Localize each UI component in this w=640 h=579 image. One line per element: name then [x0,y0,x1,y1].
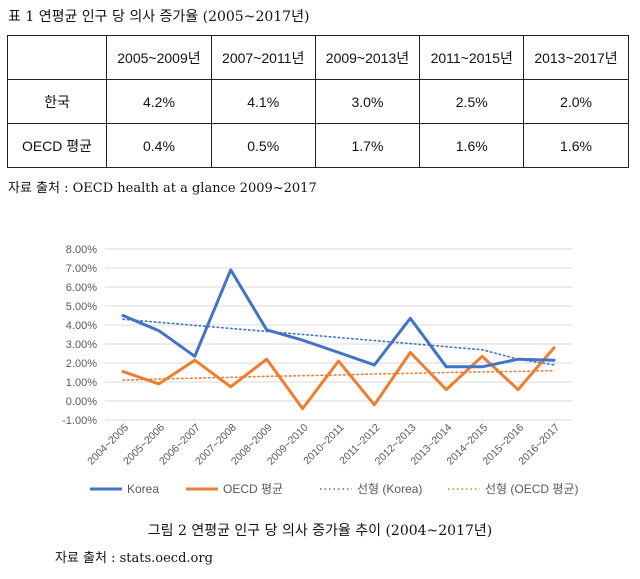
series-line-2 [122,318,555,366]
table-header-cell: 2005~2009년 [106,35,212,80]
table-source: 자료 출처 : OECD health at a glance 2009~201… [8,181,317,196]
growth-line-chart: 8.00% 7.00% 6.00% 5.00% 4.00% 3.00% 2.00% 1.00%… [62,244,579,496]
table-cell: 1.6% [523,123,629,168]
figure-caption: 그림 2 연평균 인구 당 의사 증가율 추이 (2004~2017년) [147,523,493,539]
table-row: OECD 평균 0.4% 0.5% 1.7% 1.6% 1.6% [7,123,629,168]
legend-label: 선형 (Korea) [357,482,422,496]
series-line-1 [121,346,556,411]
table-header-cell: 2011~2015년 [419,35,525,80]
y-tick-label: 4.00% [66,320,97,332]
table-header-cell: 2013~2017년 [523,35,629,80]
growth-rate-table: 2005~2009년 2007~2011년 2009~2013년 2011~20… [7,35,629,168]
table-cell: 2.0% [523,79,629,124]
y-tick-label: 3.00% [66,339,97,351]
legend-label: OECD 평균 [223,482,283,496]
table-cell: 4.2% [106,79,212,124]
table-header-row: 2005~2009년 2007~2011년 2009~2013년 2011~20… [7,35,629,80]
y-tick-label: 2.00% [66,358,97,370]
table-cell: 4.1% [210,79,316,124]
table-cell: 1.6% [419,123,525,168]
legend-label: Korea [127,482,159,496]
y-tick-label: 7.00% [66,263,97,275]
y-tick-label: 8.00% [66,244,97,256]
y-tick-label: 1.00% [66,377,97,389]
series-line-3 [122,369,555,381]
table-cell: 0.5% [210,123,316,168]
legend-label: 선형 (OECD 평균) [485,482,579,496]
table-row: 한국 4.2% 4.1% 3.0% 2.5% 2.0% [7,79,629,124]
table-cell: 3.0% [314,79,421,124]
table-header-cell: 2007~2011년 [210,35,316,80]
row-label-oecd: OECD 평균 [7,123,107,168]
table-cell: 0.4% [106,123,212,168]
table-header-cell [7,35,107,80]
row-label-korea: 한국 [7,79,107,124]
table-cell: 2.5% [419,79,525,124]
figure-source: 자료 출처 : stats.oecd.org [55,551,213,566]
y-tick-label: 0.00% [66,396,97,408]
table-cell: 1.7% [314,123,421,168]
table-title: 표 1 연평균 인구 당 의사 증가율 (2005~2017년) [8,9,310,25]
series-line-0 [121,268,556,369]
table-header-cell: 2009~2013년 [314,35,421,80]
y-tick-label: -1.00% [62,415,97,427]
y-tick-label: 6.00% [66,282,97,294]
y-tick-label: 5.00% [66,301,97,313]
